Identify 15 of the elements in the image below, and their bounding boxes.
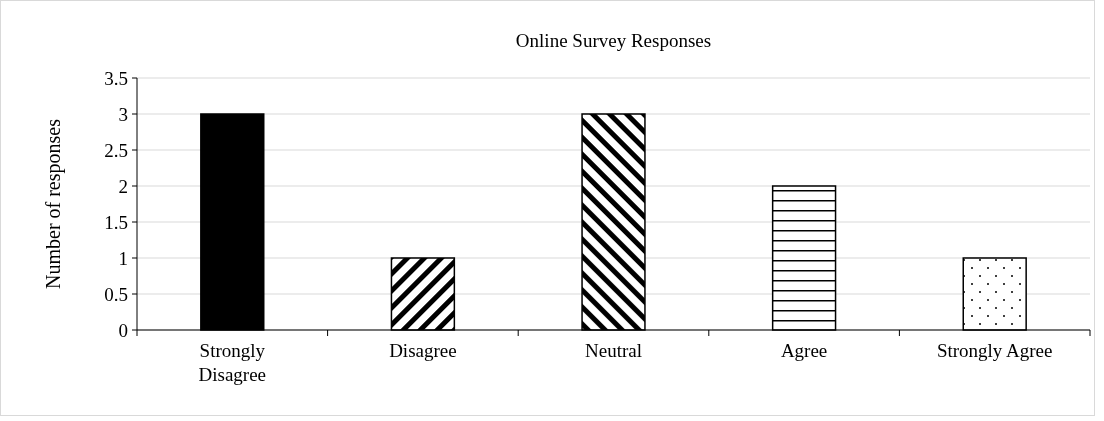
x-tick-label: Neutral: [585, 340, 642, 361]
y-tick-label: 3.5: [104, 67, 128, 89]
y-tick-label: 1.5: [104, 211, 128, 233]
y-tick-label: 1: [118, 247, 128, 269]
x-tick-label: Strongly Agree: [936, 340, 1053, 361]
y-tick-label: 0.5: [104, 283, 128, 305]
x-tick-label: Disagree: [389, 340, 457, 361]
chart-title: Online Survey Responses: [515, 30, 712, 51]
x-tick-label: Strongly Disagree: [198, 340, 267, 385]
y-axis-title: Number of responses: [42, 118, 65, 289]
y-tick-label: 2.5: [104, 139, 128, 161]
y-tick-label: 3: [118, 103, 128, 125]
y-tick-label: 2: [118, 175, 128, 197]
y-tick-label: 0: [118, 319, 128, 341]
x-tick-label: Agree: [780, 340, 828, 361]
